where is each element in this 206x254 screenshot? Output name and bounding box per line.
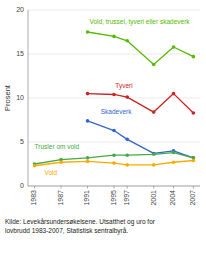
series-line bbox=[35, 160, 194, 165]
point bbox=[59, 160, 63, 164]
y-axis-line bbox=[28, 10, 29, 186]
series-line bbox=[88, 121, 194, 158]
y-tick-label: 15 bbox=[16, 50, 24, 57]
source-note: Kilde: Levekårsundersøkelsene. Utsatthet… bbox=[5, 218, 156, 226]
point bbox=[86, 156, 90, 160]
x-tick-label: 1983 bbox=[30, 190, 37, 206]
point bbox=[152, 63, 156, 67]
point bbox=[125, 39, 129, 43]
point bbox=[125, 163, 129, 167]
grid-line bbox=[28, 10, 200, 11]
source-note: lovbrudd 1983-2007, Statistisk sentralby… bbox=[5, 227, 128, 235]
x-tick-label: 1997 bbox=[123, 190, 130, 206]
x-tick-label: 2001 bbox=[150, 190, 157, 206]
point bbox=[172, 92, 176, 96]
point bbox=[125, 138, 129, 142]
point bbox=[112, 35, 116, 39]
annotation: Tyveri bbox=[115, 82, 132, 90]
x-tick-label: 1991 bbox=[83, 190, 90, 206]
point bbox=[152, 153, 156, 157]
point bbox=[152, 110, 156, 114]
point bbox=[172, 45, 176, 49]
point bbox=[192, 159, 196, 163]
point bbox=[192, 55, 196, 59]
point bbox=[112, 161, 116, 165]
point bbox=[86, 160, 90, 164]
point bbox=[172, 151, 176, 155]
x-tick-label: 1987 bbox=[57, 190, 64, 206]
x-tick bbox=[61, 186, 62, 189]
point bbox=[125, 153, 129, 157]
x-tick bbox=[87, 186, 88, 189]
y-tick-label: 5 bbox=[20, 138, 24, 145]
point bbox=[172, 160, 176, 164]
x-tick bbox=[193, 186, 194, 189]
annotation: Vold, trussel, tyveri eller skadeverk bbox=[90, 18, 191, 26]
point bbox=[112, 129, 116, 133]
series-line bbox=[88, 32, 194, 65]
y-tick-label: 0 bbox=[20, 182, 24, 189]
y-tick-label: 20 bbox=[16, 6, 24, 13]
x-tick bbox=[114, 186, 115, 189]
x-tick-label: 2007 bbox=[189, 190, 196, 206]
y-tick-label: 10 bbox=[16, 94, 24, 101]
point bbox=[125, 95, 129, 99]
point bbox=[192, 111, 196, 115]
x-tick bbox=[34, 186, 35, 189]
grid bbox=[28, 10, 200, 186]
point bbox=[152, 163, 156, 167]
annotation: Trusler om vold bbox=[35, 143, 80, 150]
point bbox=[152, 152, 156, 156]
annotation: Skadeverk bbox=[101, 108, 132, 115]
plot-data bbox=[33, 30, 195, 167]
point bbox=[112, 153, 116, 157]
x-tick-label: 1995 bbox=[110, 190, 117, 206]
x-tick bbox=[153, 186, 154, 189]
x-tick bbox=[127, 186, 128, 189]
point bbox=[112, 93, 116, 97]
point bbox=[86, 92, 90, 96]
x-tick bbox=[173, 186, 174, 189]
grid-line bbox=[28, 54, 200, 55]
point bbox=[33, 164, 37, 168]
y-axis-label: Prosent bbox=[3, 84, 12, 111]
point bbox=[86, 30, 90, 34]
annotation: Vold bbox=[45, 169, 58, 176]
grid-line bbox=[28, 98, 200, 99]
point bbox=[86, 119, 90, 123]
x-tick-label: 2004 bbox=[169, 190, 176, 206]
chart: 0 5 10 15 20 1983 1987 1991 1995 1997 2001 2004 2007… bbox=[0, 0, 206, 254]
